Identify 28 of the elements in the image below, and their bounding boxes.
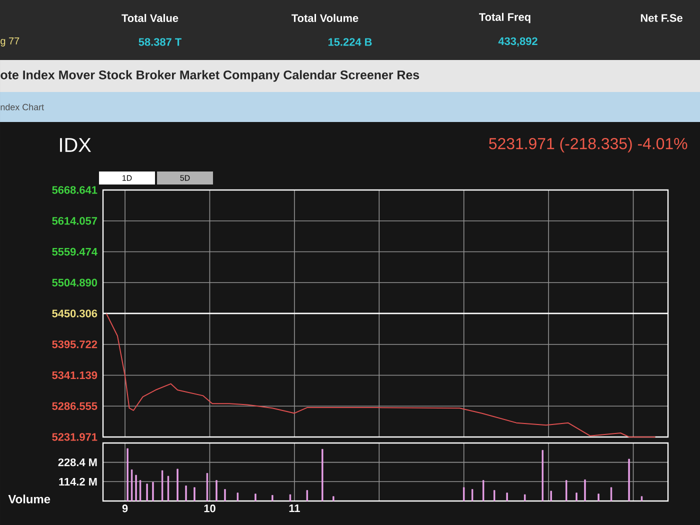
text: g 77 [0, 38, 20, 46]
y-tick-label: 5504.890 [52, 278, 98, 286]
x-tick-label: 9 [122, 504, 128, 512]
chart-title: IDX [60, 138, 92, 152]
x-tick-label: 11 [289, 504, 300, 512]
y-tick-label: 228.4 M [58, 458, 97, 466]
y-tick-label: 5341.139 [52, 371, 98, 380]
text: Total Freq [479, 12, 530, 24]
text: 433,892 [498, 37, 538, 47]
text: ndex Chart [0, 104, 44, 110]
text: Total Value [122, 14, 178, 22]
text: 58.387 T [138, 38, 182, 46]
y-tick-label: 5231.971 [52, 433, 98, 441]
y-tick-label: 5668.641 [52, 186, 98, 194]
y-tick-label: 5450.306 [52, 310, 98, 318]
y-tick-label: 114.2 M [59, 478, 97, 486]
y-tick-label: 5395.722 [52, 340, 98, 348]
text: Total Volume [292, 14, 358, 22]
x-tick-label: 10 [204, 504, 216, 512]
y-tick-label: 5559.474 [52, 248, 98, 256]
line-series [106, 313, 656, 438]
y-tick-label: 5614.057 [52, 216, 97, 225]
y-tick-label: 5286.555 [52, 402, 98, 410]
text: 15.224 B [328, 38, 372, 46]
chart-subtitle: 5231.971 (-218.335) -4.01% [489, 138, 688, 152]
text: ote Index Mover Stock Broker Market Company Calendar Screener Res [0, 70, 420, 82]
text: Net F.Se [640, 14, 682, 22]
y-axis-title: Volume [8, 494, 50, 504]
